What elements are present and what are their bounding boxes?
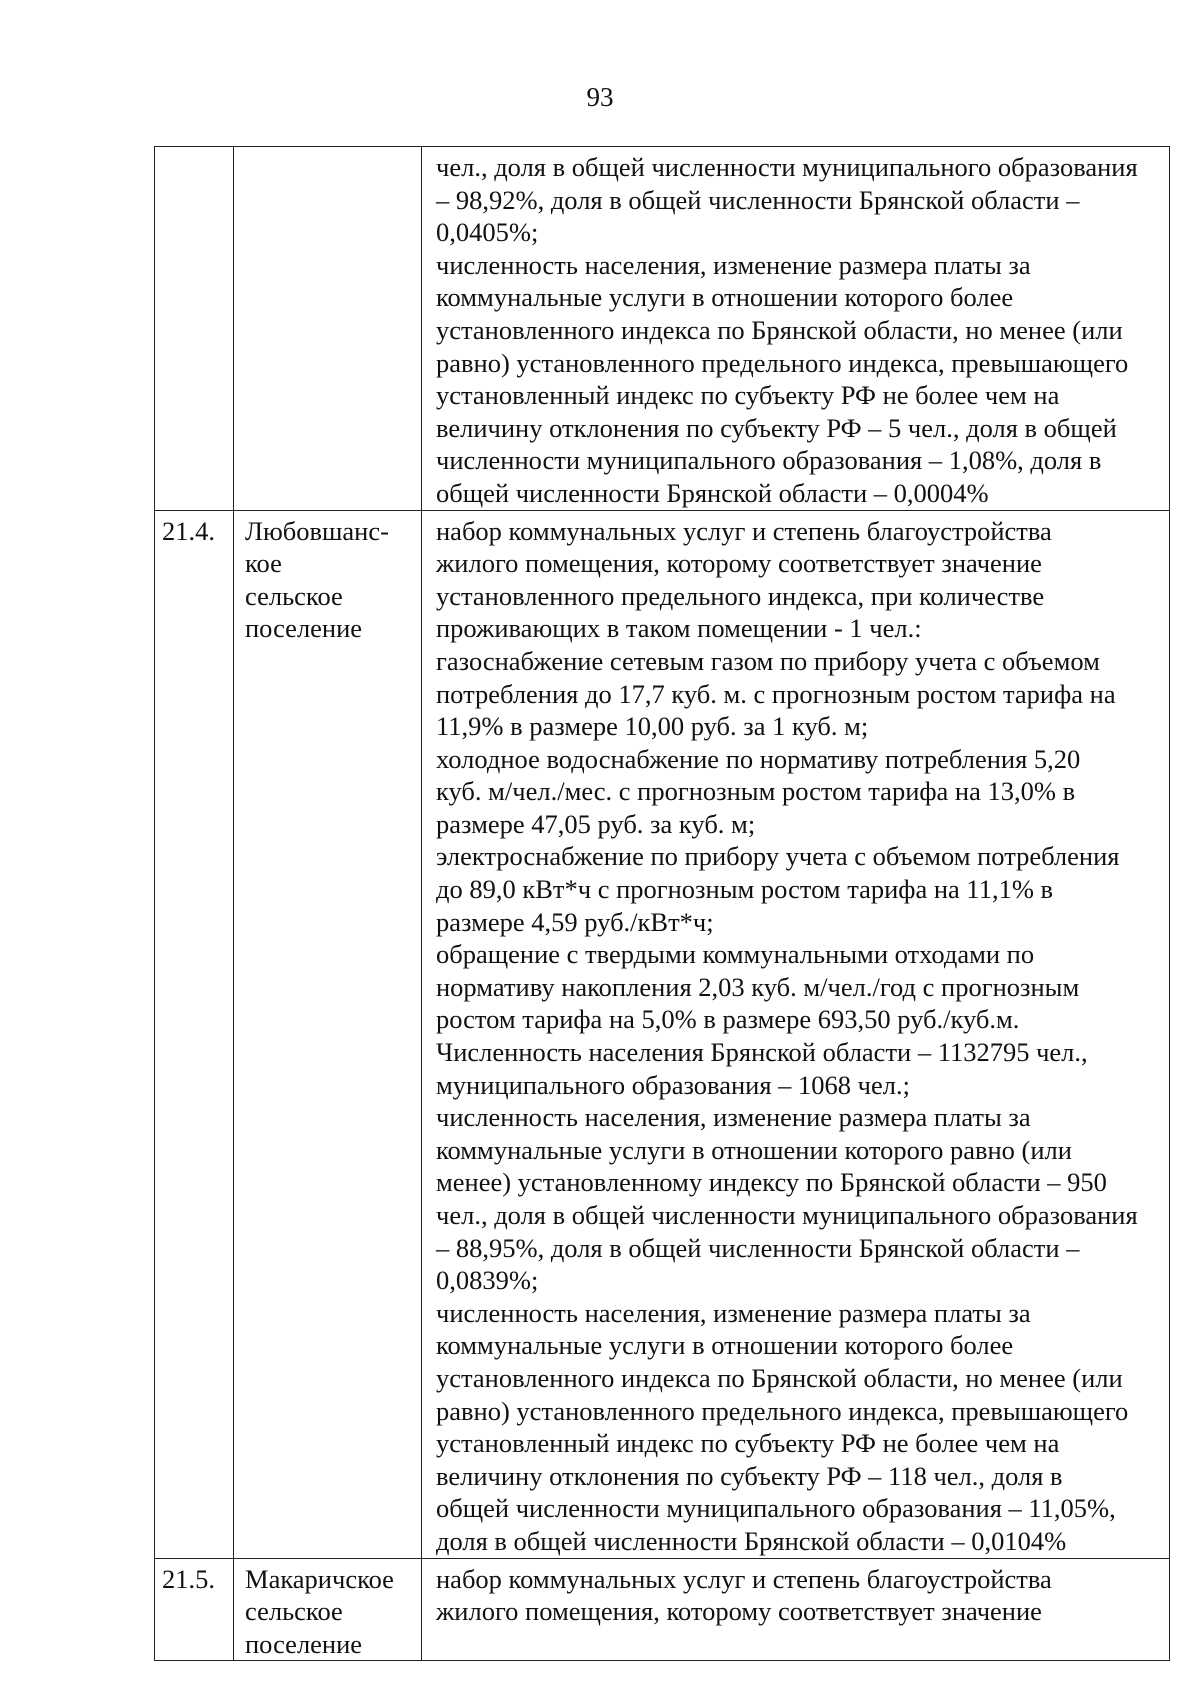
description-line: потребления до 17,7 куб. м. с прогнозным… <box>436 678 1116 709</box>
description-line: нормативу накопления 2,03 куб. м/чел./го… <box>436 971 1080 1002</box>
description-line: проживающих в таком помещении - 1 чел.: <box>436 613 922 644</box>
description-line: общей численности муниципального образов… <box>436 1493 1116 1524</box>
description-line: величину отклонения по субъекту РФ – 5 ч… <box>436 412 1117 443</box>
description-line: жилого помещения, которому соответствует… <box>436 1596 1042 1627</box>
description-line: электроснабжение по прибору учета с объе… <box>436 841 1120 872</box>
description-line: размере 4,59 руб./кВт*ч; <box>436 906 714 937</box>
description-cell: чел., доля в общей численности муниципал… <box>421 146 1170 511</box>
description-line: коммунальные услуги в отношении которого… <box>436 1134 1072 1165</box>
page-number: 93 <box>586 82 614 112</box>
table-row: чел., доля в общей численности муниципал… <box>154 146 1170 511</box>
description-line: газоснабжение сетевым газом по прибору у… <box>436 645 1100 676</box>
table-row: 21.5. Макаричское сельское поселение набор к… <box>154 1557 1170 1662</box>
row-number-cell: 21.5. <box>154 1557 234 1662</box>
description-cell: набор коммунальных услуг и степень благо… <box>421 1557 1170 1662</box>
description-line: численности муниципального образования –… <box>436 445 1102 476</box>
description-line: ростом тарифа на 5,0% в размере 693,50 р… <box>436 1004 1020 1035</box>
municipality-cell: Макаричское сельское поселение <box>233 1557 422 1662</box>
municipality-name-line: поселение <box>245 1628 363 1659</box>
description-line: численность населения, изменение размера… <box>436 249 1031 280</box>
description-line: общей численности Брянской области – 0,0… <box>436 477 989 508</box>
description-line: 11,9% в размере 10,00 руб. за 1 куб. м; <box>436 711 869 742</box>
description-line: установленного индекса по Брянской облас… <box>436 314 1123 345</box>
description-line: до 89,0 кВт*ч с прогнозным ростом тарифа… <box>436 874 1054 905</box>
description-line: установленного предельного индекса, при … <box>436 580 1045 611</box>
description-line: доля в общей численности Брянской област… <box>436 1525 1067 1556</box>
municipality-name-line: кое <box>245 548 282 579</box>
municipality-name-line: Любовшанс- <box>245 515 389 546</box>
description-line: 0,0839%; <box>436 1265 539 1296</box>
description-line: муниципального образования – 1068 чел.; <box>436 1069 910 1100</box>
municipality-name-line: Макаричское <box>245 1563 394 1594</box>
description-line: численность населения, изменение размера… <box>436 1297 1031 1328</box>
description-line: Численность населения Брянской области –… <box>436 1037 1088 1068</box>
description-line: чел., доля в общей численности муниципал… <box>436 152 1138 182</box>
municipality-cell: Любовшанс-кое сельское поселение <box>233 509 422 1559</box>
description-line: равно) установленного предельного индекс… <box>436 347 1129 378</box>
row-number: 21.5. <box>162 1563 215 1594</box>
row-number-cell: 21.4. <box>154 509 234 1559</box>
description-line: холодное водоснабжение по нормативу потр… <box>436 743 1081 774</box>
description-line: коммунальные услуги в отношении которого… <box>436 282 1014 313</box>
description-line: величину отклонения по субъекту РФ – 118… <box>436 1460 1063 1491</box>
description-line: коммунальные услуги в отношении которого… <box>436 1330 1014 1361</box>
municipality-cell <box>233 146 422 511</box>
description-line: установленный индекс по субъекту РФ не б… <box>436 380 1060 411</box>
municipality-name-line: сельское <box>245 580 343 611</box>
description-line: – 98,92%, доля в общей численности Брянс… <box>436 184 1080 215</box>
description-line: установленного индекса по Брянской облас… <box>436 1362 1123 1393</box>
description-line: 0,0405%; <box>436 217 539 248</box>
table-row: 21.4. Любовшанс-кое сельское поселение набор… <box>154 509 1170 1559</box>
description-line: равно) установленного предельного индекс… <box>436 1395 1129 1426</box>
description-cell: набор коммунальных услуг и степень благо… <box>421 509 1170 1559</box>
description-line: куб. м/чел./мес. с прогнозным ростом тар… <box>436 776 1076 807</box>
municipality-name-line: поселение <box>245 613 363 644</box>
description-line: установленный индекс по субъекту РФ не б… <box>436 1428 1060 1459</box>
description-line: набор коммунальных услуг и степень благо… <box>436 515 1052 546</box>
municipality-name-line: сельское <box>245 1596 343 1627</box>
description-line: численность населения, изменение размера… <box>436 1102 1031 1133</box>
description-line: – 88,95%, доля в общей численности Брянс… <box>436 1232 1080 1263</box>
description-line: набор коммунальных услуг и степень благо… <box>436 1563 1052 1594</box>
description-line: менее) установленному индексу по Брянско… <box>436 1167 1107 1198</box>
description-line: чел., доля в общей численности муниципал… <box>436 1200 1138 1230</box>
row-number: 21.4. <box>162 515 215 546</box>
description-line: жилого помещения, которому соответствует… <box>436 548 1042 579</box>
description-line: размере 47,05 руб. за куб. м; <box>436 808 756 839</box>
row-number-cell <box>154 146 234 511</box>
description-line: обращение с твердыми коммунальными отход… <box>436 939 1035 970</box>
tariff-table: чел., доля в общей численности муниципал… <box>154 146 1170 1662</box>
